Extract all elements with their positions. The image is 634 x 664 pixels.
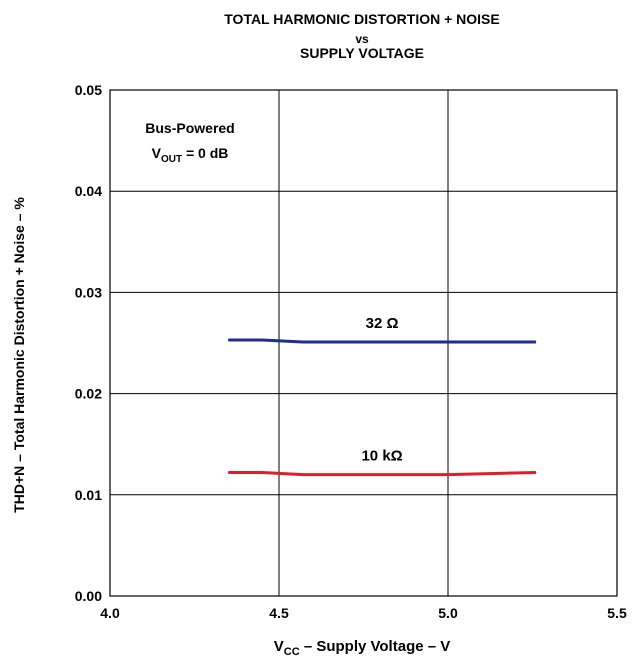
y-tick-label: 0.02 [75, 386, 102, 402]
data-point [535, 472, 537, 474]
annotation-bus-powered: Bus-Powered [145, 120, 234, 136]
y-tick-label: 0.04 [75, 183, 102, 199]
series-line-0 [228, 338, 536, 344]
y-tick-label: 0.03 [75, 284, 102, 300]
y-tick-label: 0.01 [75, 487, 102, 503]
x-axis-label: VCC – Supply Voltage – V [274, 638, 451, 658]
series-line-1 [228, 471, 536, 477]
x-tick-label: 4.0 [100, 605, 120, 621]
x-tick-label: 5.5 [607, 605, 627, 621]
plot-frame [109, 89, 618, 597]
chart-title-line-2: vs [355, 32, 369, 46]
chart-title-line-1: TOTAL HARMONIC DISTORTION + NOISE [224, 11, 499, 27]
series-label-0: 32 Ω [366, 315, 399, 332]
data-point [227, 339, 229, 341]
data-point [302, 474, 304, 476]
annotation-vout: VOUT = 0 dB [152, 145, 229, 165]
data-point [227, 472, 229, 474]
chart-title: TOTAL HARMONIC DISTORTION + NOISE vs SUP… [224, 11, 499, 61]
data-point [261, 339, 263, 341]
y-axis-label: THD+N – Total Harmonic Distortion + Nois… [11, 197, 27, 513]
data-point [535, 341, 537, 343]
data-series: 32 Ω 10 kΩ [227, 315, 537, 477]
series-label-1: 10 kΩ [361, 448, 402, 465]
y-tick-label: 0.00 [75, 588, 102, 604]
x-tick-label: 4.5 [269, 605, 289, 621]
annotation-box [118, 112, 278, 170]
data-point [447, 341, 449, 343]
x-tick-labels: 4.0 4.5 5.0 5.5 [100, 605, 627, 621]
y-tick-labels: 0.00 0.01 0.02 0.03 0.04 0.05 [75, 82, 102, 604]
data-point [447, 474, 449, 476]
x-tick-label: 5.0 [438, 605, 458, 621]
data-point [302, 341, 304, 343]
y-tick-label: 0.05 [75, 82, 102, 98]
chart-title-line-3: SUPPLY VOLTAGE [300, 45, 424, 61]
data-point [261, 472, 263, 474]
